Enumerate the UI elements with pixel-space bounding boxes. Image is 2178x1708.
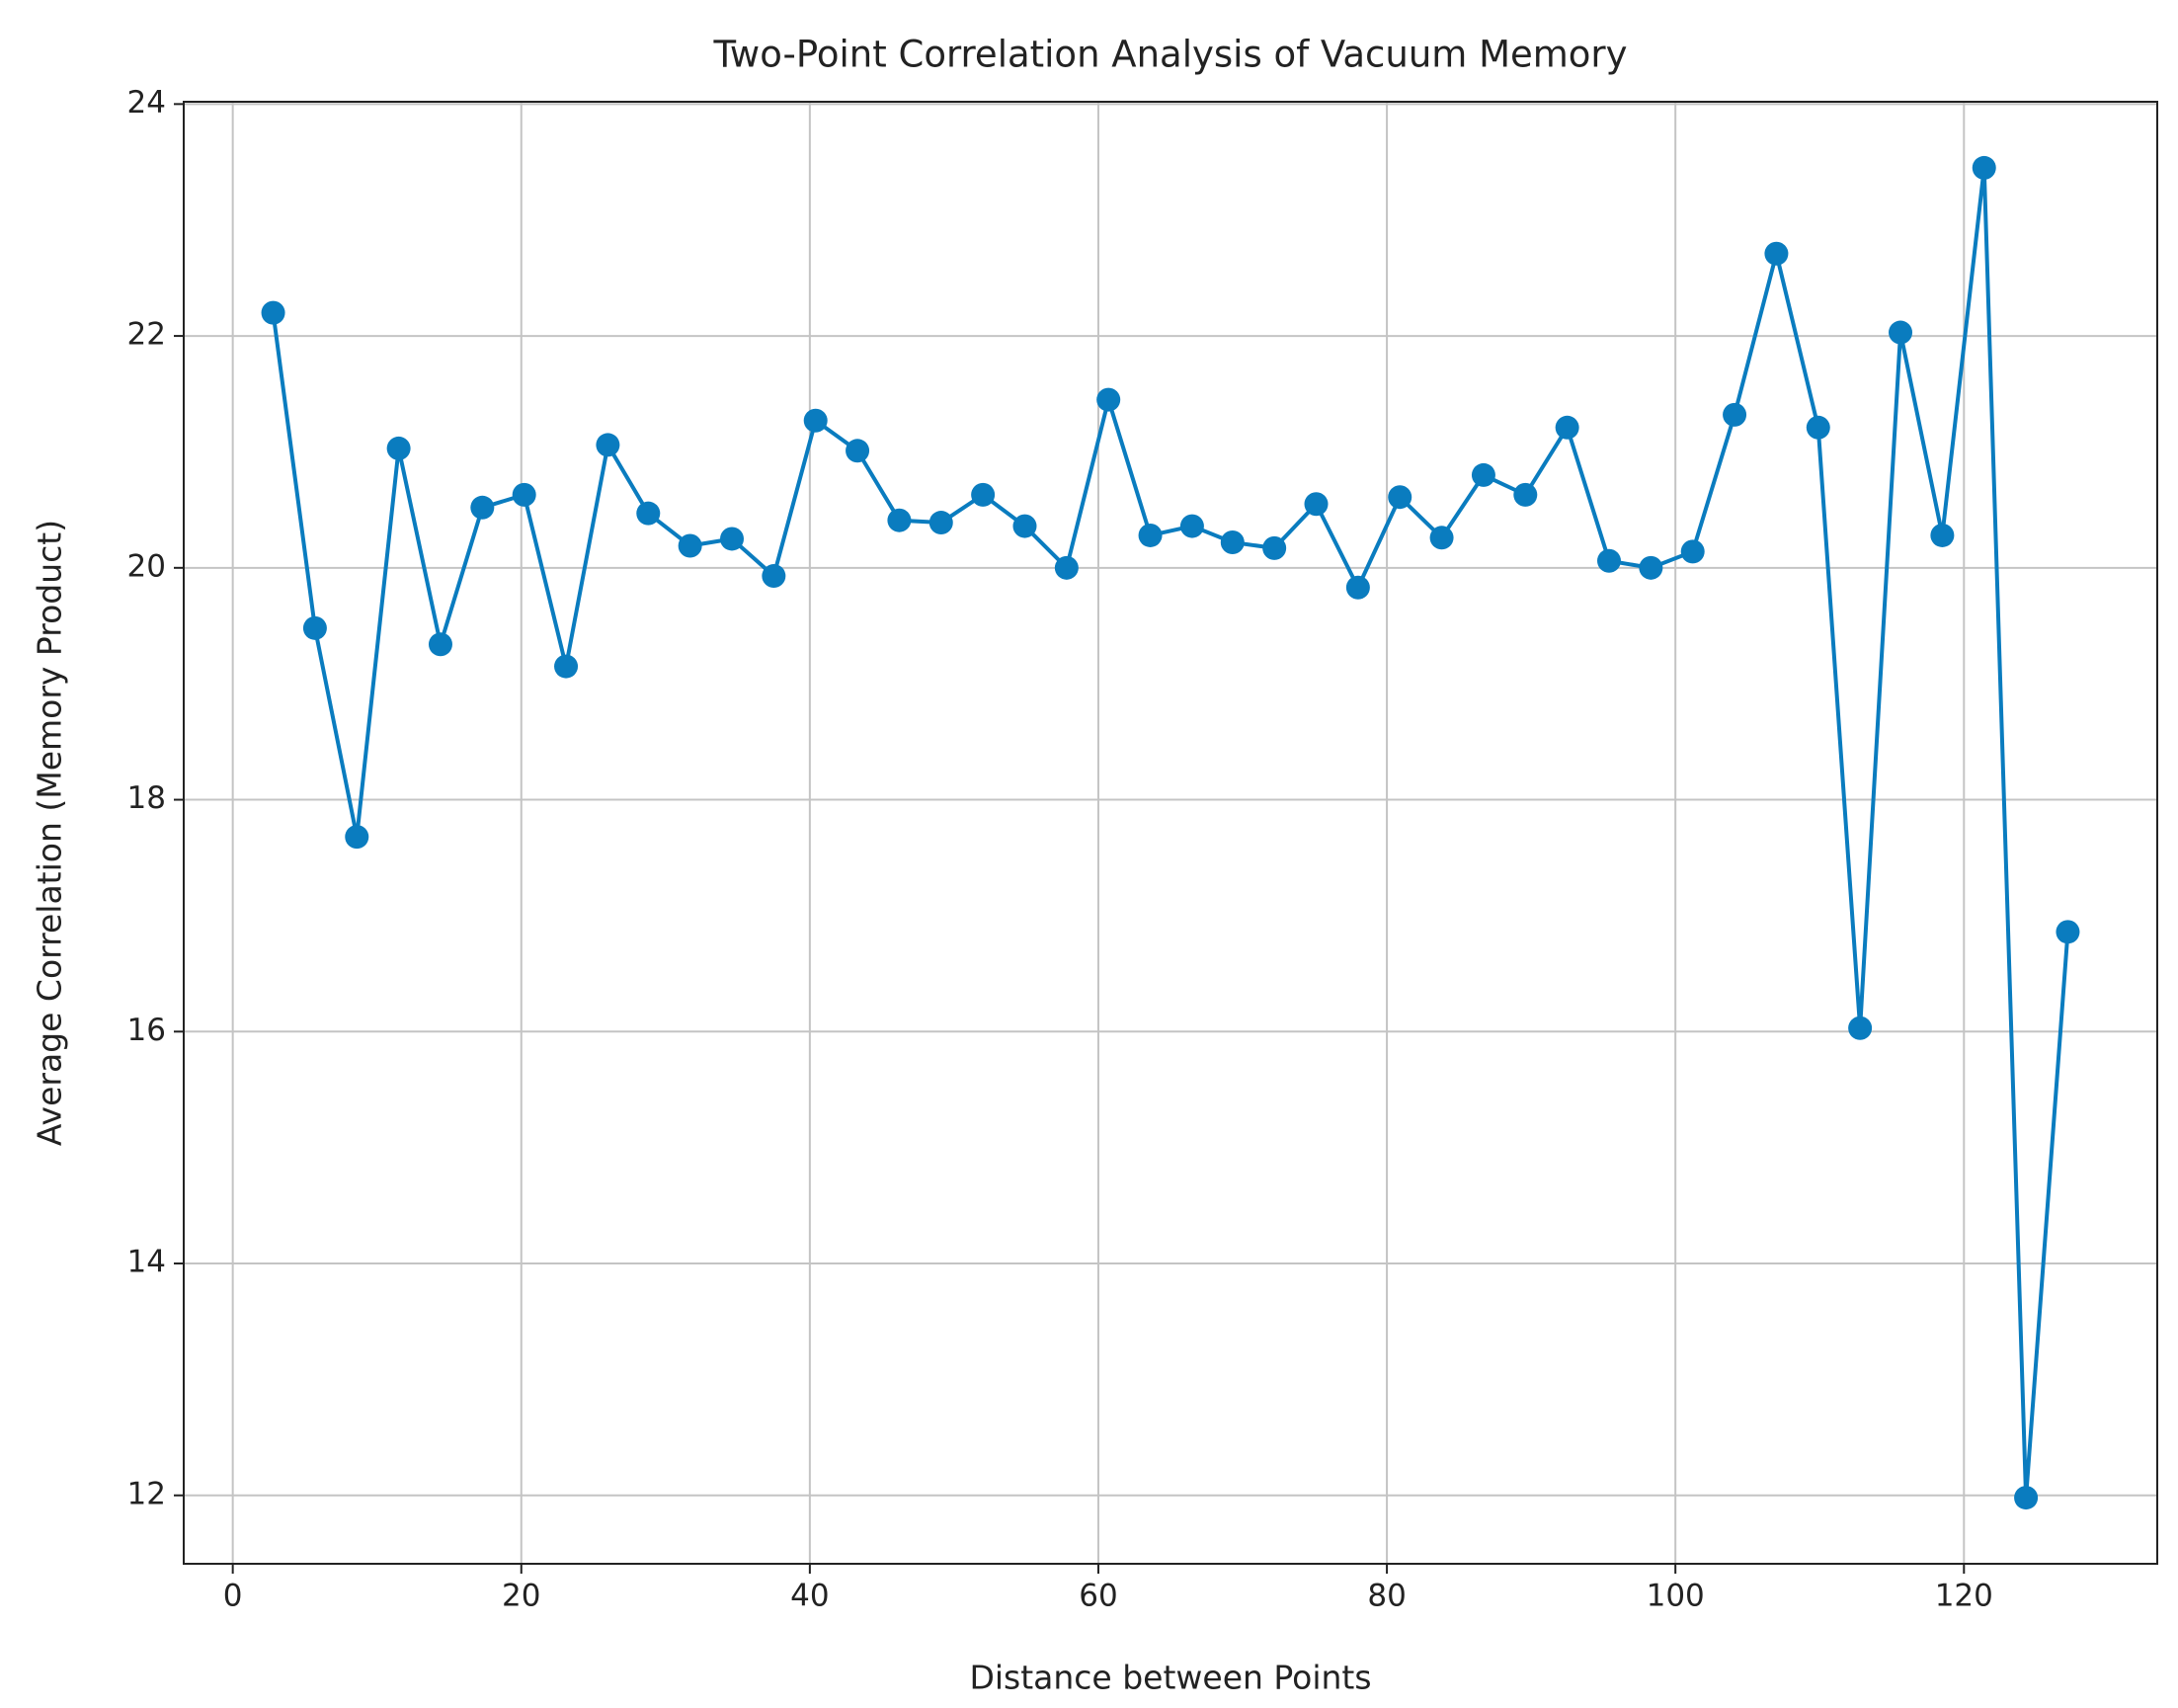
data-point [386,436,411,460]
data-point [971,482,996,507]
data-point [1723,402,1747,427]
data-point [302,615,327,640]
data-point [1848,1016,1873,1040]
data-point [345,825,369,850]
data-point [1639,555,1663,580]
data-point [1262,535,1287,560]
data-point [1345,575,1370,600]
data-point [1220,529,1245,554]
data-point [1597,548,1621,573]
data-point [1054,555,1079,580]
data-point [762,564,786,589]
data-point [1972,155,1996,180]
data-point [1138,523,1163,547]
data-point [1388,485,1412,510]
plot-frame [183,101,2158,1565]
x-tick-label: 120 [1935,1579,1993,1614]
data-point [470,495,495,520]
data-point [512,482,536,507]
series-line [271,165,2070,1501]
data-point [596,433,620,457]
data-point [1806,415,1830,440]
x-tick-label: 40 [790,1579,829,1614]
x-axis-label: Distance between Points [969,1659,1371,1697]
data-point [1930,523,1955,547]
data-point [1513,482,1538,507]
data-point [2014,1486,2039,1510]
x-tick-label: 20 [502,1579,540,1614]
data-point [1304,492,1329,517]
data-point [720,527,744,551]
data-point [1889,320,1913,345]
x-tick-label: 100 [1647,1579,1705,1614]
chart-title: Two-Point Correlation Analysis of Vacuum… [712,34,1627,76]
data-point [1555,415,1579,440]
data-point [928,511,953,535]
data-point [1096,387,1121,412]
y-tick-label: 24 [127,85,166,121]
data-point [2056,920,2080,944]
y-tick-label: 16 [127,1013,166,1048]
data-point [803,408,828,433]
data-point [1429,526,1454,550]
data-point [1179,514,1204,538]
x-tick-label: 0 [223,1579,243,1614]
y-tick-label: 22 [127,317,166,353]
data-point [846,439,870,463]
data-point [1680,539,1705,564]
y-tick-label: 20 [127,548,166,584]
data-point [636,501,661,526]
data-point [261,300,285,325]
data-point [887,508,912,532]
y-tick-label: 12 [127,1476,166,1511]
y-tick-label: 18 [127,780,166,816]
data-point [1471,462,1495,487]
data-point [428,632,452,657]
data-point [554,654,579,679]
y-axis-label: Average Correlation (Memory Product) [31,520,69,1146]
data-point [1764,241,1789,266]
y-tick-label: 14 [127,1245,166,1280]
x-tick-label: 60 [1079,1579,1117,1614]
x-tick-label: 80 [1367,1579,1406,1614]
data-point [1012,514,1037,538]
data-point [678,533,702,558]
